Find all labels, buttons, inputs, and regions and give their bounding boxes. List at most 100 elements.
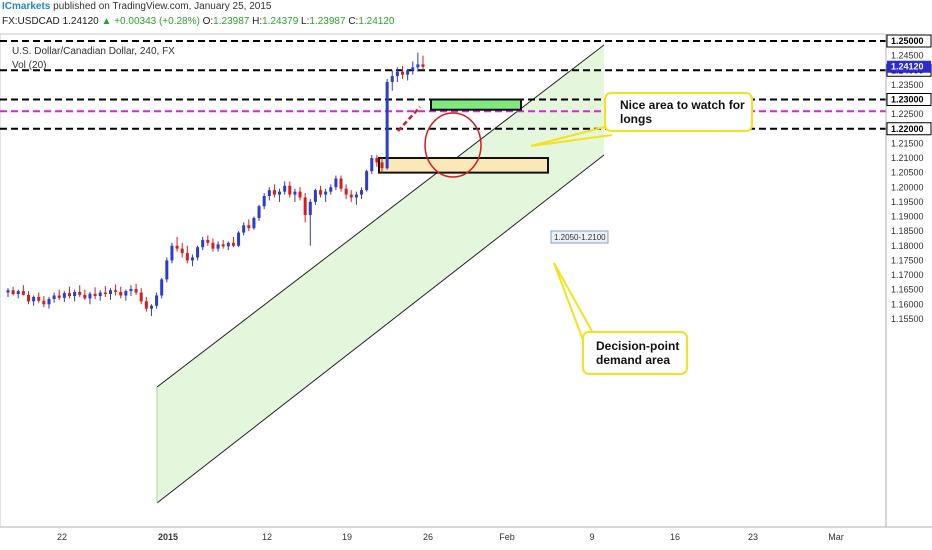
price-axis-bg	[886, 34, 932, 527]
callout-box-longs[interactable]	[604, 92, 753, 132]
candle-body	[354, 194, 358, 198]
candles-layer	[6, 52, 425, 316]
candle-body	[114, 290, 118, 292]
time-tick-26: 26	[423, 532, 433, 542]
candle-body	[119, 291, 123, 296]
price-tick-1.21000: 1.21000	[891, 153, 924, 163]
candle-body	[62, 293, 66, 298]
candle-body	[303, 197, 307, 216]
close-value: 1.24120	[358, 16, 395, 27]
time-tick-12: 12	[262, 532, 272, 542]
candle-body	[390, 76, 394, 82]
highlight-circle	[424, 112, 482, 178]
short-term-trendline[interactable]	[397, 106, 421, 132]
candle-body	[201, 239, 205, 248]
time-tick-Feb: Feb	[499, 532, 515, 542]
time-tick-9: 9	[589, 532, 594, 542]
time-tick-23: 23	[748, 532, 758, 542]
candle-body	[237, 232, 241, 246]
change-text: +0.00343 (+0.28%)	[114, 16, 200, 27]
open-label: O:	[202, 16, 214, 27]
candle-body	[16, 291, 20, 295]
price-tick-1.24500: 1.24500	[891, 51, 924, 61]
candle-body	[385, 81, 389, 169]
low-label: L:	[301, 16, 310, 27]
up-arrow-icon: ▲	[101, 16, 112, 27]
level-tag-1.23000	[886, 93, 932, 106]
candle-body	[262, 196, 266, 207]
callout-pointer-longs-2	[530, 134, 613, 147]
close-label: C:	[348, 16, 359, 27]
price-tick-1.20000: 1.20000	[891, 182, 924, 192]
open-value: 1.23987	[213, 16, 250, 27]
green-zone-box[interactable]	[430, 98, 522, 111]
price-tick-1.21500: 1.21500	[891, 138, 924, 148]
candle-body	[344, 188, 348, 195]
ohlc-readout: FX:USDCAD 1.24120 ▲ +0.00343 (+0.28%) O:…	[0, 15, 394, 29]
last-price-tag	[887, 60, 931, 73]
callout-text-longs-line1: Nice area to watch for	[620, 98, 745, 112]
candle-body	[252, 217, 256, 229]
candle-body	[278, 191, 282, 195]
candle-body	[190, 257, 194, 261]
price-axis[interactable]: 1.250001.245001.240001.235001.230001.225…	[885, 34, 932, 527]
volume-indicator-label: Vol (20)	[12, 60, 46, 71]
time-tick-2015: 2015	[158, 532, 178, 542]
candle-body	[313, 190, 317, 202]
candle-body	[139, 292, 143, 302]
high-label: H:	[252, 16, 263, 27]
candle-body	[216, 244, 220, 249]
level-tag-1.22000	[886, 122, 932, 136]
candle-body	[47, 298, 51, 305]
candle-body	[175, 245, 179, 249]
candle-body	[395, 71, 399, 77]
candle-body	[11, 290, 15, 295]
candle-body	[283, 185, 287, 192]
candle-body	[308, 201, 312, 216]
demand-zone-box[interactable]	[378, 157, 549, 174]
candle-body	[416, 64, 420, 68]
callout-pointer-longs	[530, 124, 613, 147]
candle-body	[324, 191, 328, 195]
time-tick-22: 22	[57, 532, 67, 542]
price-tick-1.16500: 1.16500	[891, 285, 924, 295]
candle-body	[134, 289, 138, 293]
price-tick-1.15500: 1.15500	[891, 314, 924, 324]
candle-body	[267, 190, 271, 197]
channel-lower-trendline[interactable]	[156, 154, 605, 504]
price-tick-1.16000: 1.16000	[891, 299, 924, 309]
candle-body	[57, 295, 61, 298]
channel-upper-trendline[interactable]	[156, 44, 605, 388]
candle-body	[108, 290, 112, 295]
candle-body	[231, 242, 235, 246]
price-tick-1.19000: 1.19000	[891, 212, 924, 222]
candle-body	[221, 244, 225, 247]
candle-body	[380, 162, 384, 169]
candle-body	[288, 185, 292, 195]
price-tick-1.22000: 1.22000	[891, 124, 924, 134]
candle-body	[103, 292, 107, 295]
callout-pointer-demand	[553, 262, 594, 334]
candle-body	[32, 296, 36, 302]
candle-body	[160, 279, 164, 296]
publisher-header: ICmarkets published on TradingView.com, …	[0, 0, 932, 14]
demand-zone-label: 1.2050-1.2100	[554, 233, 606, 242]
candle-body	[370, 158, 374, 172]
time-axis[interactable]: 22 2015 12 19 26 Feb 9 16 23 Mar	[0, 526, 932, 542]
chart-title: U.S. Dollar/Canadian Dollar, 240, FX	[12, 46, 175, 57]
candle-body	[319, 190, 323, 195]
candle-body	[144, 301, 148, 309]
candle-body	[257, 206, 261, 218]
candle-body	[6, 290, 10, 293]
callout-box-demand[interactable]	[582, 331, 688, 375]
candle-body	[349, 194, 353, 198]
candle-body	[334, 178, 338, 188]
candle-body	[78, 291, 82, 295]
brand-name[interactable]: ICmarkets	[2, 1, 51, 12]
last-price-tag-text: 1.24120	[891, 62, 924, 72]
candle-body	[42, 300, 46, 305]
candle-body	[360, 190, 364, 195]
candle-body	[242, 225, 246, 233]
